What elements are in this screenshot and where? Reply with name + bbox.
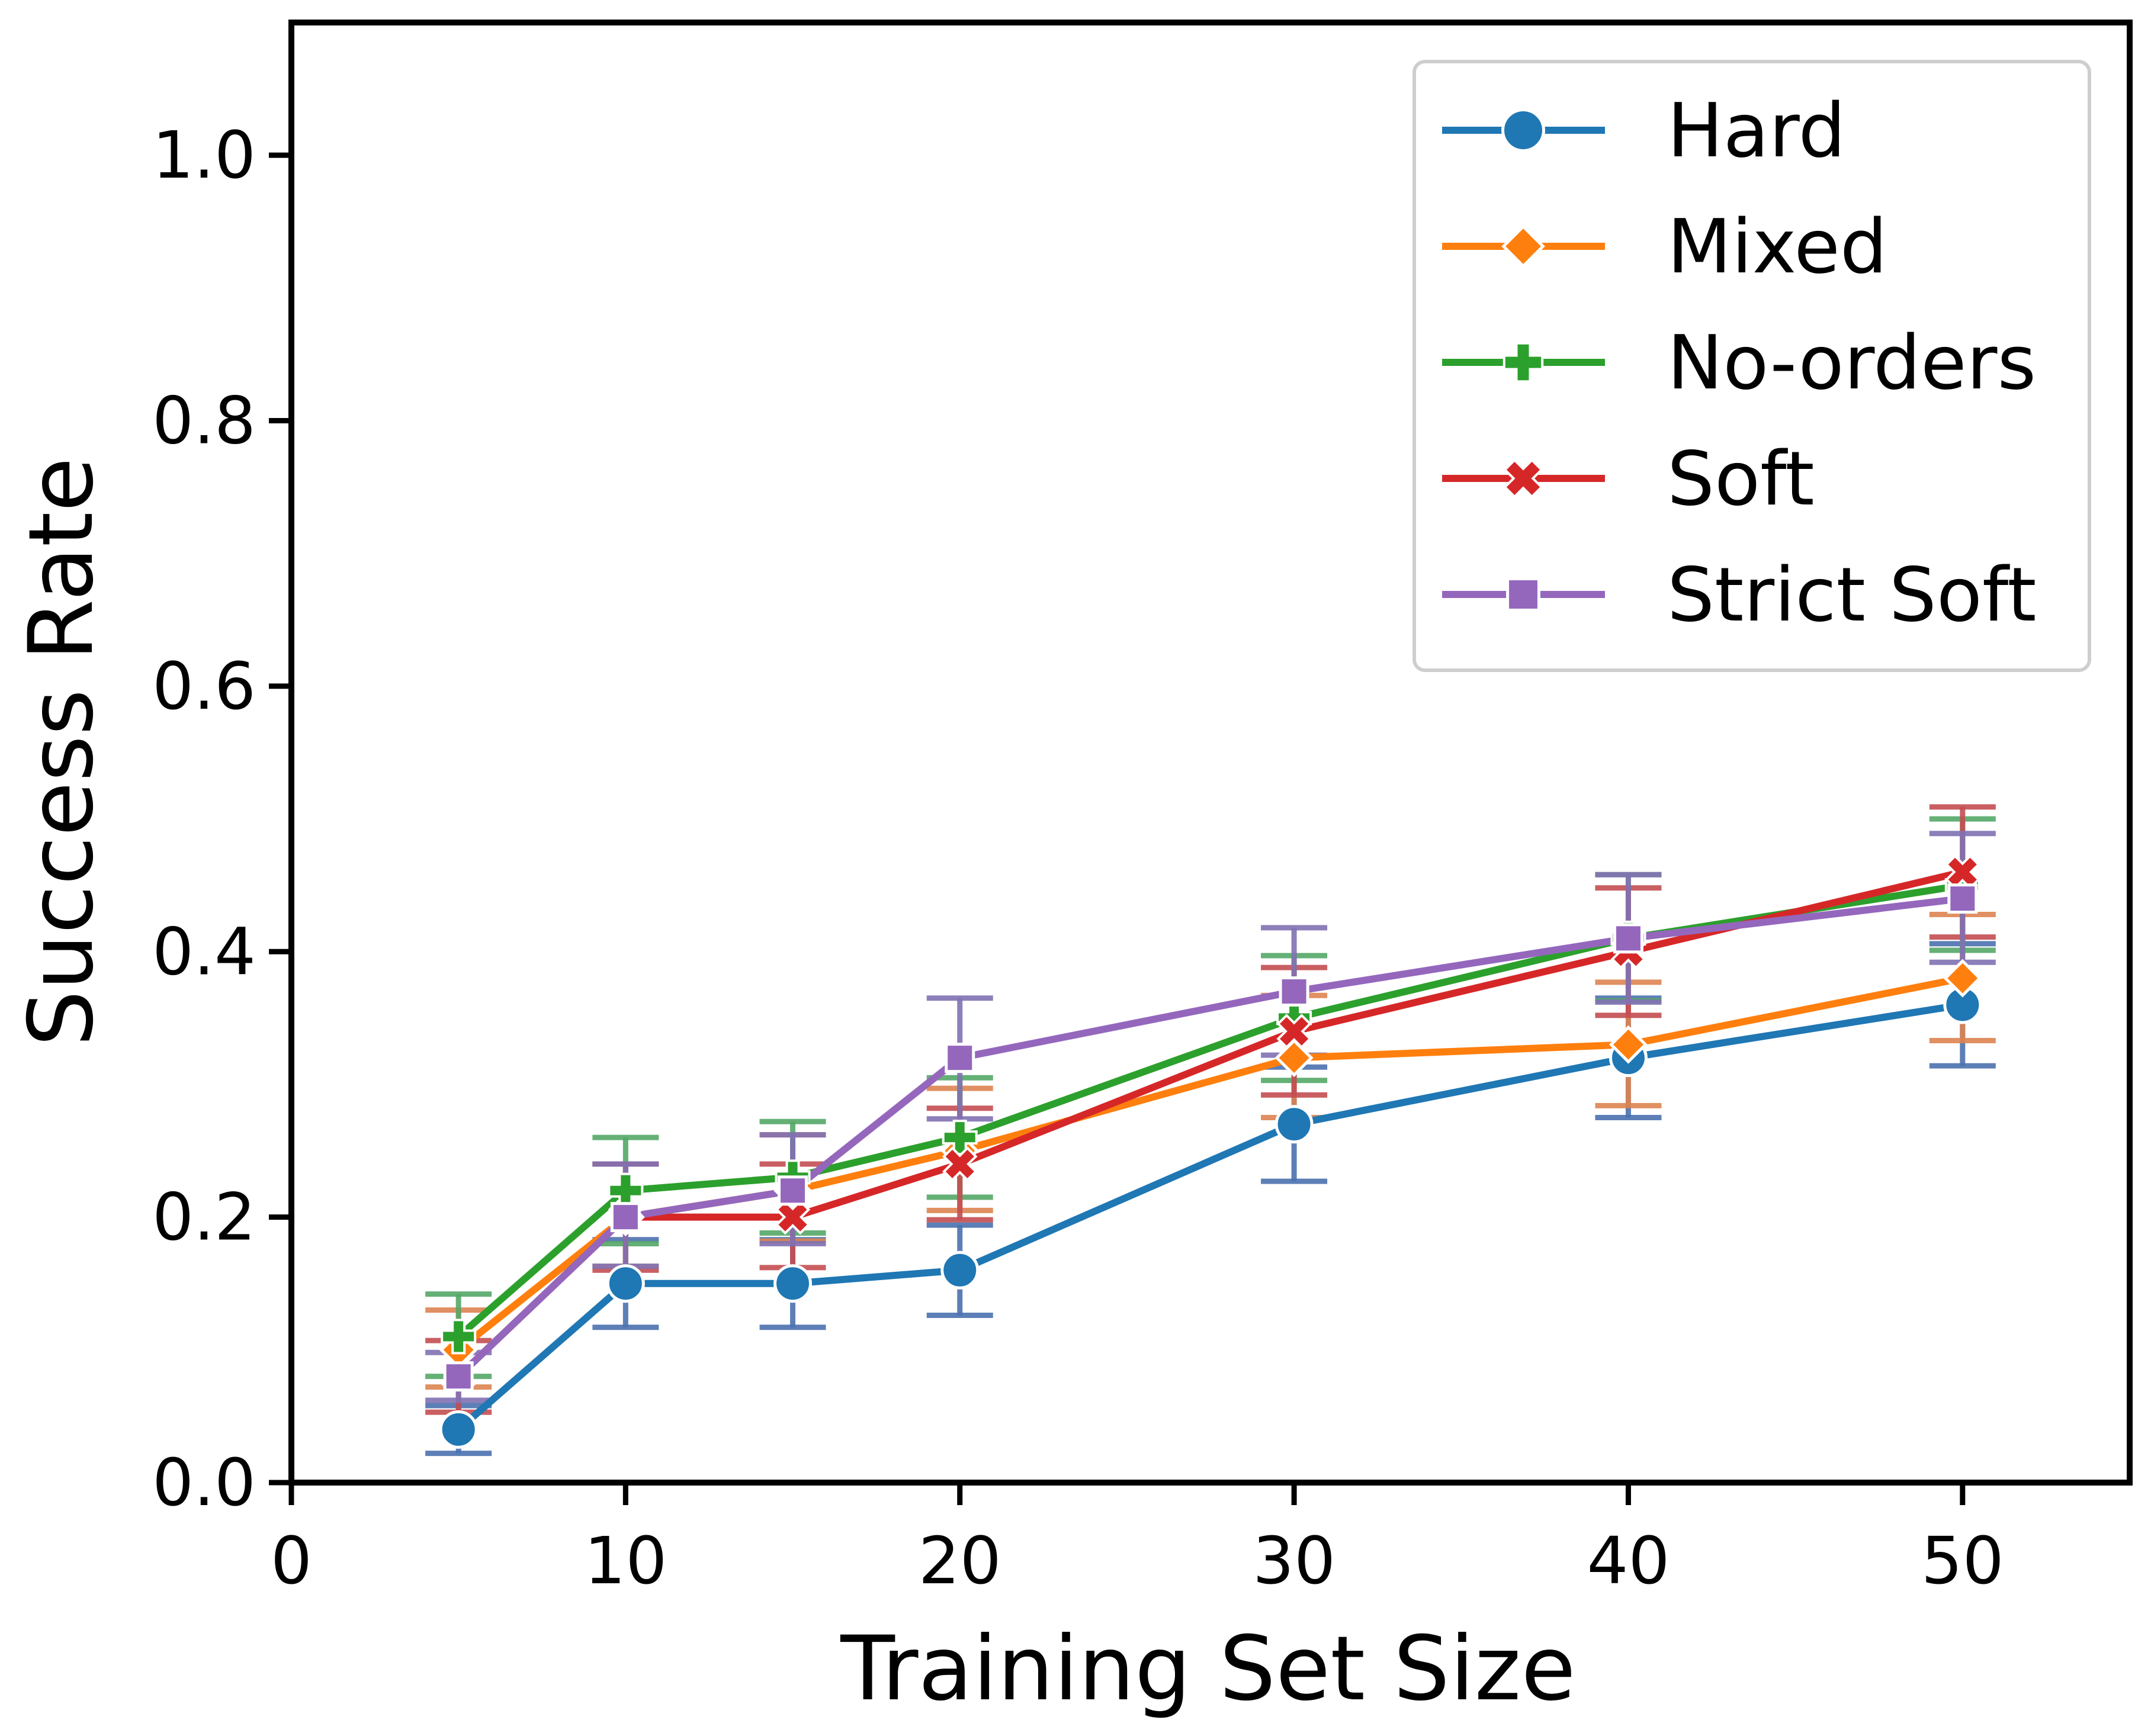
x-tick-label-5: 50 (1921, 1523, 2004, 1599)
legend-label-2: No-orders (1667, 319, 2036, 406)
y-tick-label-4: 0.8 (152, 383, 256, 459)
data-point-1-4 (1274, 1039, 1314, 1078)
data-point-1-6 (1943, 959, 1982, 998)
data-point-4-6 (1947, 883, 1978, 914)
data-point-4-0 (443, 1361, 474, 1392)
legend-marker-0 (1501, 108, 1545, 152)
legend-label-1: Mixed (1667, 203, 1887, 290)
legend-box (1412, 60, 2091, 672)
x-tick-label-1: 10 (584, 1523, 667, 1599)
legend: Hard Mixed No-orders Soft Strict Soft (1412, 60, 2091, 672)
x-tick-label-2: 20 (919, 1523, 1001, 1599)
legend-marker-4 (1506, 577, 1540, 612)
data-point-3-4 (1276, 1014, 1312, 1049)
data-point-4-4 (1279, 976, 1309, 1007)
axes: 0 10 20 30 40 50 0.0 0.2 0.4 0.6 0.8 1.0 (152, 20, 2133, 1599)
data-point-0-2 (773, 1264, 813, 1303)
legend-label-3: Soft (1667, 435, 1815, 522)
x-tick-label-0: 0 (271, 1523, 312, 1599)
data-point-1-5 (1609, 1025, 1648, 1064)
data-point-0-4 (1274, 1105, 1314, 1144)
legend-label-4: Strict Soft (1667, 551, 2037, 638)
series-markers (439, 854, 1982, 1449)
y-tick-label-1: 0.2 (152, 1179, 256, 1255)
plot-frame (288, 20, 2133, 1486)
x-axis-label: Training Set Size (840, 1618, 1575, 1721)
x-tick-label-3: 30 (1253, 1523, 1335, 1599)
legend-marker-1 (1501, 224, 1545, 268)
y-tick-label-3: 0.6 (152, 648, 256, 724)
data-point-4-3 (945, 1043, 975, 1073)
data-point-4-1 (610, 1202, 641, 1233)
y-tick-label-0: 0.0 (152, 1445, 256, 1520)
data-point-4-5 (1613, 923, 1643, 954)
data-point-0-1 (606, 1264, 645, 1303)
y-tick-label-2: 0.4 (152, 914, 256, 989)
x-tick-label-4: 40 (1587, 1523, 1670, 1599)
legend-marker-2 (1503, 342, 1544, 383)
data-point-0-3 (940, 1250, 980, 1290)
legend-label-0: Hard (1667, 87, 1846, 174)
y-tick-label-5: 1.0 (152, 117, 256, 193)
data-point-0-0 (439, 1410, 478, 1449)
legend-marker-3 (1503, 458, 1543, 499)
data-point-2-0 (441, 1319, 477, 1355)
y-axis-label: Success Rate (10, 457, 113, 1046)
data-point-3-3 (942, 1146, 978, 1182)
data-point-4-2 (778, 1175, 808, 1206)
